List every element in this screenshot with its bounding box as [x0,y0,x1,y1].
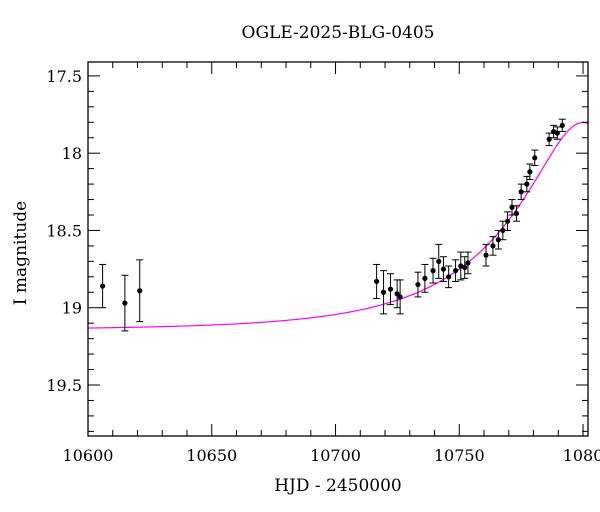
data-marker [452,268,459,274]
x-tick-label: 1080 [563,446,600,465]
data-point [553,126,561,140]
y-axis-label: I magnitude [11,201,31,305]
y-tick-label: 17.5 [46,67,82,86]
data-marker [504,218,511,224]
data-point [439,256,447,282]
data-point [414,271,422,298]
data-point [531,149,539,167]
data-point [373,263,381,299]
x-tick-label: 10750 [434,446,485,465]
data-marker [483,252,489,258]
data-marker [374,278,380,285]
data-marker [387,286,394,292]
data-marker [500,227,506,234]
data-marker [397,294,403,300]
data-marker [495,237,501,243]
data-point [461,256,469,279]
data-point [499,220,507,241]
data-marker [518,189,524,195]
plot-frame [87,61,589,437]
x-tick-label: 10650 [186,446,237,465]
data-point [545,132,553,146]
y-tick-label: 19 [62,299,82,318]
data-point [457,251,465,281]
data-point [435,243,443,279]
data-marker [380,289,387,295]
data-point [380,270,388,315]
y-tick-label: 18 [62,144,82,163]
data-point [396,279,404,315]
data-marker [440,266,447,272]
data-marker [415,281,421,288]
x-axis-label: HJD - 2450000 [274,476,402,496]
data-marker [100,283,106,289]
data-point [421,263,429,293]
data-marker [446,274,452,280]
data-point [526,163,534,180]
data-point [464,251,472,275]
data-point [523,175,531,193]
data-marker [513,210,520,217]
data-marker [436,258,442,264]
data-marker [137,288,143,294]
data-marker [554,130,560,136]
data-marker [430,268,436,274]
data-point [445,265,453,289]
data-point [429,257,437,284]
data-point [517,183,525,201]
data-point [452,259,460,282]
axis-ticks [87,62,588,436]
x-tick-label: 10700 [310,446,361,465]
data-point [489,236,497,256]
data-marker [122,300,128,306]
x-tick-label: 10600 [63,446,114,465]
data-point [136,259,144,323]
data-marker [524,181,530,187]
chart-title: OGLE-2025-BLG-0405 [242,23,435,43]
data-point [99,263,107,309]
axis-tick-labels: 10600 10650 10700 10750 1080 17.5 18 18.5 19 19.5 [46,67,600,465]
data-point [558,118,566,133]
data-marker [465,260,471,266]
data-marker [458,263,464,269]
data-points-layer [99,118,566,332]
data-marker [532,155,538,161]
y-tick-label: 19.5 [46,376,82,395]
model-curve [87,121,589,329]
data-point [482,243,490,267]
data-point [504,211,512,231]
data-point [512,205,520,222]
data-marker [422,275,428,281]
data-point [121,274,129,332]
data-point [393,279,401,309]
y-tick-label: 18.5 [46,221,82,240]
data-point [508,199,516,216]
data-point [386,273,394,306]
data-marker [559,122,565,128]
model-curve-layer [87,121,589,329]
data-marker [490,243,496,249]
data-marker [462,264,468,271]
data-marker [527,169,533,175]
